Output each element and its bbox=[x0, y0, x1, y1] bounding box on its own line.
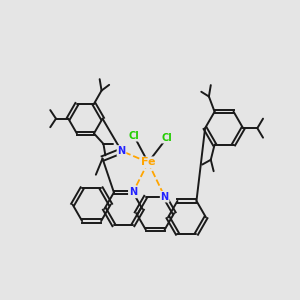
Text: N: N bbox=[117, 146, 126, 156]
Text: Cl: Cl bbox=[162, 133, 172, 143]
Text: N: N bbox=[160, 192, 169, 202]
Text: Cl: Cl bbox=[128, 131, 139, 141]
Text: Fe: Fe bbox=[141, 157, 155, 167]
Text: N: N bbox=[129, 188, 137, 197]
